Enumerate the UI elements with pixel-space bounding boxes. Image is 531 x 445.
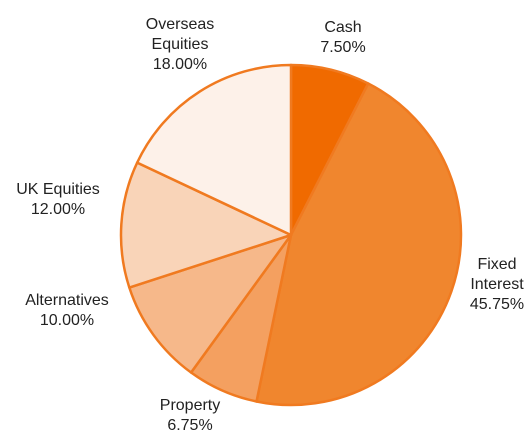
category-name: Overseas Equities: [145, 16, 215, 53]
pie-slice: [128, 233, 293, 374]
slice-label: Cash 7.50%: [313, 18, 373, 58]
category-name: Property: [159, 397, 221, 414]
category-name: Cash: [324, 19, 362, 36]
slice-label: Alternatives 10.00%: [12, 291, 122, 331]
category-name: UK Equities: [16, 181, 100, 198]
category-name: Alternatives: [25, 292, 109, 309]
slice-label: UK Equities 12.00%: [3, 180, 113, 220]
value-label: 45.75%: [469, 296, 525, 313]
slice-label: Fixed Interest 45.75%: [457, 255, 531, 315]
pie-slice: [135, 63, 293, 237]
value-label: 6.75%: [167, 417, 213, 434]
value-label: 10.00%: [39, 312, 95, 329]
pie-slice: [119, 161, 293, 289]
category-name: Fixed Interest: [470, 256, 524, 293]
value-label: 7.50%: [320, 39, 366, 56]
pie-slice: [255, 82, 463, 407]
slice-label: Property 6.75%: [145, 396, 235, 436]
value-label: 12.00%: [30, 201, 86, 218]
value-label: 18.00%: [152, 56, 208, 73]
slice-label: Overseas Equities 18.00%: [140, 15, 220, 75]
